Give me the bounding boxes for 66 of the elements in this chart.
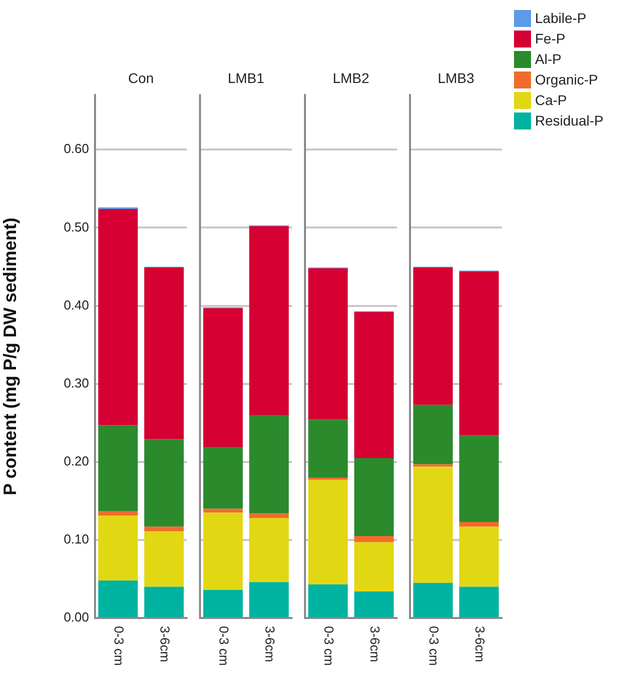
- legend-label: Labile-P: [535, 10, 586, 26]
- y-tick-label: 0.40: [64, 297, 89, 312]
- bar: [308, 477, 348, 480]
- y-tick-label: 0.10: [64, 532, 89, 547]
- bar: [144, 531, 184, 587]
- bar: [249, 226, 289, 416]
- legend-label: Fe-P: [535, 30, 566, 46]
- bar: [203, 508, 243, 513]
- x-tick-label: 0-3 cm: [216, 626, 232, 666]
- bar: [354, 312, 394, 458]
- bar: [98, 580, 138, 617]
- bar: [98, 511, 138, 516]
- legend-label: Organic-P: [535, 71, 598, 88]
- y-tick-label: 0.20: [64, 453, 89, 468]
- bar: [354, 458, 394, 536]
- x-tick-label: 0-3 cm: [321, 626, 336, 666]
- y-tick-label: 0.60: [64, 141, 89, 156]
- bar: [308, 480, 348, 584]
- bar: [413, 404, 453, 464]
- bar: [249, 582, 289, 617]
- x-tick-label: 3-6cm: [262, 626, 278, 662]
- bar: [459, 586, 499, 617]
- bar: [354, 591, 394, 617]
- bar: [249, 513, 289, 518]
- bar: [249, 415, 289, 514]
- bar: [308, 584, 348, 617]
- bar: [459, 526, 499, 587]
- x-tick-label: 0-3 cm: [111, 626, 126, 666]
- bar: [144, 526, 184, 532]
- bar: [308, 268, 348, 420]
- bar: [459, 522, 499, 527]
- x-tick-label: 0-3 cm: [426, 626, 442, 666]
- legend-label: Residual-P: [535, 112, 604, 128]
- y-axis-title: P content (mg P/g DW sediment): [0, 218, 20, 496]
- bar: [354, 542, 394, 592]
- bar: [98, 425, 138, 512]
- bar: [144, 268, 184, 440]
- bar: [308, 420, 348, 478]
- y-tick-label: 0.00: [64, 610, 89, 625]
- bar: [354, 536, 394, 542]
- x-tick-label: 3-6cm: [367, 626, 382, 662]
- bar: [459, 271, 499, 436]
- bar: [203, 590, 243, 617]
- x-tick-label: 3-6cm: [472, 626, 488, 662]
- bar: [203, 308, 243, 448]
- y-tick-label: 0.30: [64, 375, 89, 390]
- legend-label: Ca-P: [535, 92, 567, 108]
- bar: [144, 586, 184, 617]
- bar: [98, 208, 138, 426]
- chart-title: Con: [128, 70, 154, 86]
- chart-title: LMB3: [438, 70, 474, 86]
- bar: [203, 447, 243, 509]
- bar: [98, 516, 138, 581]
- bar: [459, 435, 499, 522]
- bar: [413, 466, 453, 583]
- bar: [203, 512, 243, 590]
- y-tick-label: 0.50: [64, 219, 89, 234]
- legend-label: Al-P: [535, 50, 562, 67]
- chart-title: LMB2: [332, 70, 370, 86]
- x-tick-label: 3-6cm: [157, 626, 172, 662]
- bar: [413, 582, 453, 617]
- bar: [144, 439, 184, 527]
- bar: [413, 464, 453, 467]
- bar: [249, 518, 289, 582]
- bar: [413, 268, 453, 405]
- chart-title: LMB1: [228, 70, 264, 86]
